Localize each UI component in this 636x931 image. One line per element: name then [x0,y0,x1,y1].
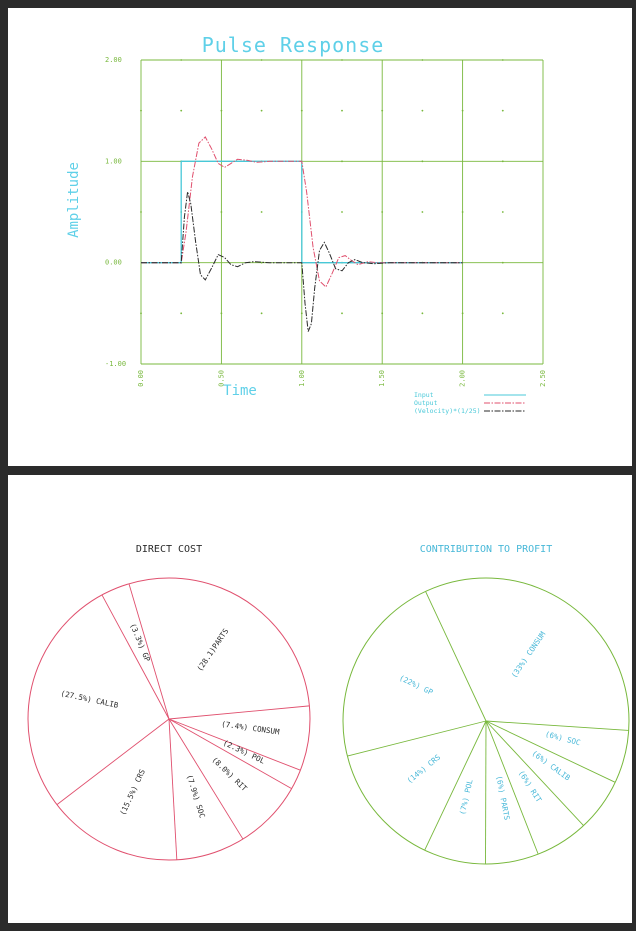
grid-dot [140,211,142,213]
pie-title: CONTRIBUTION TO PROFIT [420,544,552,555]
grid-dot [220,109,223,112]
grid-dot [501,312,504,315]
grid-dot [260,109,263,112]
x-tick-label: 2.00 [459,370,467,387]
pulse-response-chart: Pulse Response 2.00 1.00 0.00 -1.00 0.00 0.50… [66,33,547,415]
grid-dot [341,160,343,163]
legend-label: Output [414,399,438,407]
grid-dot [461,312,464,315]
pie-slice-edge [101,594,170,720]
x-tick-label: 0.50 [217,370,225,387]
pie-slice-edge [425,591,487,722]
y-tick-label: 1.00 [105,157,122,165]
pie-slice-edge [347,720,487,757]
series-line-1 [141,136,463,288]
grid-dot [421,109,424,112]
pie-slice-edge [168,718,178,860]
grid-dot [260,312,263,315]
grid-dot [180,109,183,112]
x-tick-label: 2.50 [539,370,547,387]
x-tick-label: 1.50 [378,370,386,387]
grid-dot [341,59,343,61]
pie-title: DIRECT COST [136,544,202,555]
grid-dot [501,261,504,264]
grid-dot [180,312,183,315]
grid-dot [341,109,343,112]
pie-slice-edge [168,705,310,720]
grid-dot [501,109,504,112]
pie-slice-edge [168,718,244,840]
grid-dot [220,211,223,213]
y-axis-label: Amplitude [66,162,82,238]
pie-slice-edge [168,718,301,771]
grid-dot [300,109,303,112]
grid-dot [501,59,504,61]
top-plate [8,8,632,466]
pie-slice-edge [485,720,629,731]
x-axis-label: Time [223,383,257,399]
grid-dot [421,59,424,61]
grid-dot [501,211,504,213]
chart-title: Pulse Response [202,33,385,57]
x-tick-label: 0.00 [137,370,145,387]
y-tick-label: 2.00 [105,56,122,64]
pie-outline [342,577,630,865]
legend-label: (Velocity)*(1/25) [414,407,481,415]
grid-dot [421,160,424,163]
pie-slice-edge [128,583,170,720]
grid-dot [461,109,464,112]
grid-dot [220,312,223,315]
y-tick-label: -1.00 [105,360,126,368]
pie-slice-edge [485,720,584,826]
grid-dot [421,211,424,213]
grid-dot [381,312,384,315]
series-lines [141,136,463,332]
grid-dot [381,211,384,213]
grid-dot [341,211,343,213]
grid-dot [140,109,142,112]
series-line-2 [141,191,463,332]
grid-dot [501,160,504,163]
grid-dot [300,312,303,315]
tick-labels: 2.00 1.00 0.00 -1.00 0.00 0.50 1.00 1.50 2.00 2.5… [105,56,547,387]
x-tick-label: 1.00 [298,370,306,387]
grid-dot [461,211,464,213]
grid-dot [381,109,384,112]
pie-slice-edge [424,720,487,851]
pie-slice-edge [168,718,292,789]
pie-slice-edge [56,718,170,805]
grid-dot [260,59,263,61]
legend-label: Input [414,391,434,399]
grid-dot [341,312,343,315]
pie-outline [27,577,311,861]
pie-slice-edge [485,720,539,855]
pie-slice-edge [485,720,616,783]
grid-dot [260,211,263,213]
grid-dot [421,312,424,315]
grid-dot [260,261,263,264]
y-tick-label: 0.00 [105,259,122,267]
grid-dot [140,312,142,315]
grid-dot [180,59,183,61]
